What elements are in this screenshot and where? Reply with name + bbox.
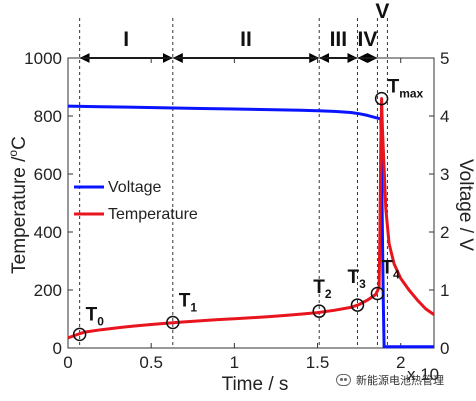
y-right-tick-label: 0 [440,339,449,358]
x-tick-label: 1.5 [306,353,330,372]
annotation-label: T4 [381,257,400,281]
y-right-tick-label: 1 [440,281,449,300]
chat-bubble-icon [336,374,351,386]
y-left-tick-label: 1000 [24,49,62,68]
y-left-tick-label: 0 [53,339,62,358]
y-right-tick-label: 4 [440,107,449,126]
annotation-marker [166,315,180,330]
y-left-tick-label: 200 [34,281,62,300]
legend: Voltage Temperature [74,179,198,223]
x-tick-label: 1 [230,353,239,372]
region-label: V [375,0,389,23]
watermark: 新能源电池热管理 [336,372,444,388]
annotation-label: T3 [347,267,366,291]
legend-label-temperature: Temperature [108,206,198,223]
y-right-tick-label: 3 [440,165,449,184]
region-label: II [240,28,252,51]
y-left-tick-label: 400 [34,223,62,242]
plot-axes: 0 0.5 1 1.5 2 0 200 400 600 800 1000 0 1 2 3 4 5 [24,49,449,372]
annotation-marker [312,304,326,318]
annotation-marker [374,91,389,106]
watermark-text: 新能源电池热管理 [356,374,444,387]
y-left-tick-label: 600 [34,165,62,184]
region-markers: I II III IVV [79,0,389,348]
annotation-marker [72,327,87,342]
series-line-temperature [67,97,435,340]
region-label: III [330,28,348,51]
y-left-axis-title: Temperature /oC [6,136,30,274]
annotation-label: Tmax [388,77,424,101]
legend-label-voltage: Voltage [108,179,161,196]
annotation-label: T2 [313,277,332,301]
annotation-label: T0 [86,304,105,328]
annotation-marker [370,286,385,301]
data-series [67,97,435,349]
x-tick-label: 0 [63,353,72,372]
y-right-tick-label: 2 [440,223,449,242]
y-right-axis-title: Voltage / V [455,159,476,251]
x-axis-multiplier: x 10 [407,365,439,384]
x-tick-label: 2 [396,353,405,372]
series-line-voltage [67,104,434,349]
annotation-marker [350,298,365,312]
y-left-tick-label: 800 [34,107,62,126]
y-right-tick-label: 5 [440,49,449,68]
point-annotations: T0 T1 T2 T3 T4 Tmax [72,77,424,342]
annotation-label: T1 [179,290,198,314]
x-tick-label: 0.5 [139,353,163,372]
region-label: IV [358,28,378,51]
region-label: I [123,28,129,51]
x-axis-title: Time / s [222,374,289,395]
plot-frame [67,57,435,349]
